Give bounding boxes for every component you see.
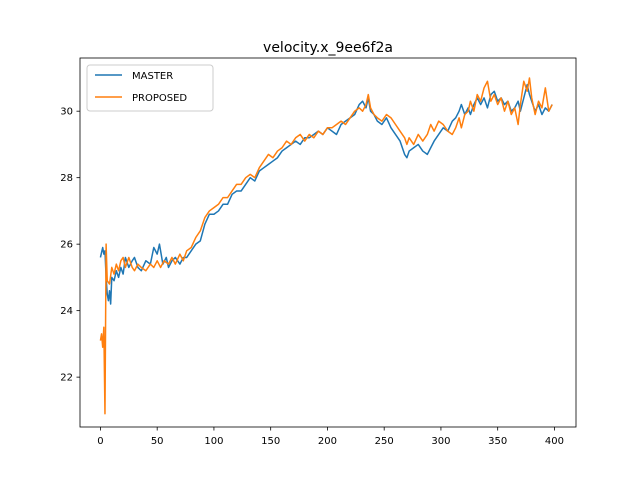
y-tick-label: 30	[60, 107, 73, 118]
axes-layer: 0 50 100 150 200 250 300 350 400 22 24 26 28 30	[60, 57, 577, 447]
y-tick-label: 28	[60, 173, 73, 184]
x-tick-label: 100	[204, 436, 223, 447]
legend: MASTER PROPOSED	[86, 64, 214, 112]
y-tick-label: 26	[60, 240, 73, 251]
x-tick-label: 300	[431, 436, 450, 447]
plot-background	[80, 58, 576, 427]
legend-label: MASTER	[132, 71, 173, 82]
x-tick-label: 200	[318, 436, 337, 447]
x-tick-label: 250	[375, 436, 394, 447]
x-tick-label: 150	[261, 436, 280, 447]
plot-area	[80, 58, 576, 427]
x-tick-label: 0	[97, 436, 103, 447]
x-tick-label: 50	[151, 436, 164, 447]
chart-title: velocity.x_9ee6f2a	[263, 40, 393, 56]
y-tick-label: 24	[60, 306, 73, 317]
axes-frame	[79, 57, 577, 428]
legend-label: PROPOSED	[132, 93, 187, 104]
series-layer	[99, 77, 553, 415]
x-tick-label: 350	[488, 436, 507, 447]
series-line-proposed	[99, 77, 553, 415]
y-tick-label: 22	[60, 373, 73, 384]
legend-box	[86, 64, 214, 112]
x-tick-label: 400	[545, 436, 564, 447]
